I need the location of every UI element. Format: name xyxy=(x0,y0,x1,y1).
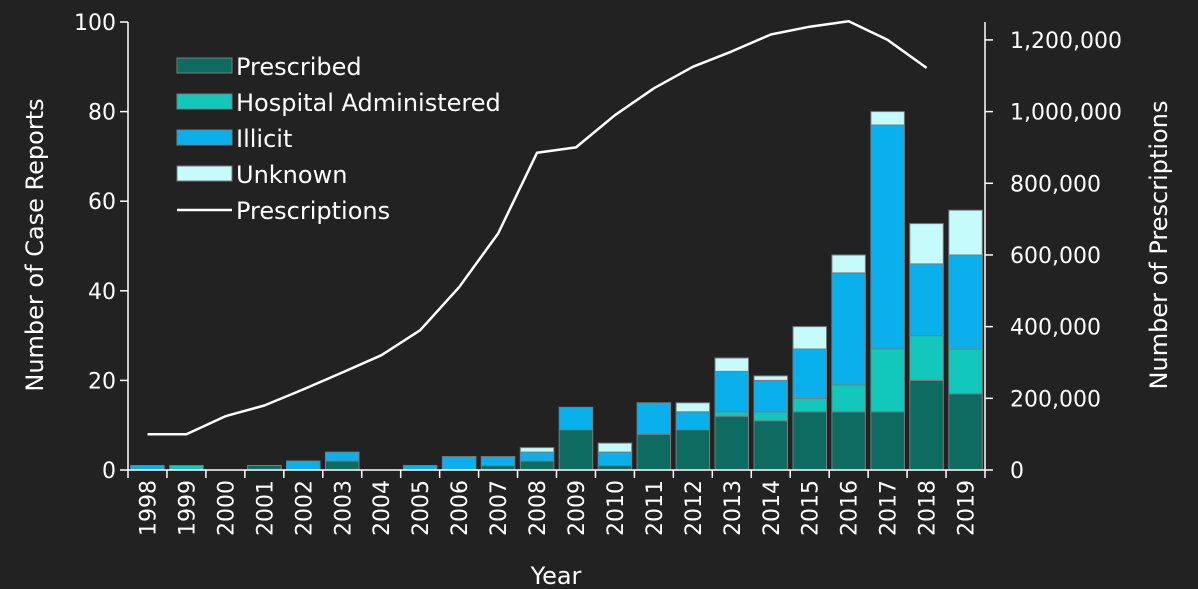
legend-swatch-hospital-administered xyxy=(176,93,233,110)
x-tick-label: 2014 xyxy=(760,480,785,536)
x-tick-label: 2000 xyxy=(214,480,239,536)
legend-label: Prescriptions xyxy=(236,197,390,225)
bar-2007-illicit xyxy=(480,456,516,467)
x-tick-label: 2010 xyxy=(604,480,629,536)
x-tick-label: 2013 xyxy=(721,480,746,536)
bar-2008-illicit xyxy=(519,451,555,462)
bar-2015-hospital-administered xyxy=(792,397,827,413)
y2-tick-label: 1,000,000 xyxy=(1010,101,1122,126)
y2-tick-label: 0 xyxy=(1010,459,1024,484)
bar-2013-prescribed xyxy=(714,415,749,471)
y-tick-label: 100 xyxy=(74,11,116,36)
x-tick-label: 2002 xyxy=(292,480,317,536)
ticks-layer: 0 20 40 60 80 100 0 200,000 400,000 600,000 800,00… xyxy=(74,11,1122,536)
bar-2019-illicit xyxy=(948,254,983,350)
bar-2019-prescribed xyxy=(948,393,983,471)
bars-layer xyxy=(130,111,983,471)
bar-2012-unknown xyxy=(675,402,711,413)
bar-2015-prescribed xyxy=(792,411,827,471)
x-tick-label: 2012 xyxy=(682,480,707,536)
bar-2015-unknown xyxy=(792,326,827,350)
x-tick-label: 2016 xyxy=(838,480,863,536)
bar-2017-unknown xyxy=(870,111,905,126)
x-tick-label: 2006 xyxy=(448,480,473,536)
bar-2008-unknown xyxy=(519,447,555,453)
x-tick-label: 2007 xyxy=(487,480,512,536)
y2-tick-label: 1,200,000 xyxy=(1010,29,1122,54)
bar-2017-hospital-administered xyxy=(870,348,905,413)
x-tick-label: 2009 xyxy=(565,480,590,536)
y-axis-title: Number of Case Reports xyxy=(21,98,49,391)
y-tick-label: 20 xyxy=(88,369,116,394)
x-tick-label: 2015 xyxy=(799,480,824,536)
x-tick-label: 2003 xyxy=(331,480,356,536)
bar-2016-hospital-administered xyxy=(831,384,866,413)
bar-2017-prescribed xyxy=(870,411,905,471)
legend-swatch-unknown xyxy=(176,165,233,182)
bar-2019-unknown xyxy=(948,209,983,256)
legend-swatch-illicit xyxy=(176,129,233,146)
bar-2013-hospital-administered xyxy=(714,411,749,417)
bar-2014-hospital-administered xyxy=(753,411,788,422)
x-tick-label: 2005 xyxy=(409,480,434,536)
x-tick-label: 2004 xyxy=(370,480,395,536)
prescriptions-line xyxy=(147,20,928,436)
bar-2017-illicit xyxy=(870,124,905,350)
bar-2011-prescribed xyxy=(636,433,672,471)
bar-2012-illicit xyxy=(675,411,711,431)
bar-2012-prescribed xyxy=(675,429,711,471)
bar-2018-unknown xyxy=(909,223,944,265)
x-tick-label: 2008 xyxy=(526,480,551,536)
bar-2003-illicit xyxy=(325,451,360,462)
bar-2010-unknown xyxy=(597,442,633,453)
bar-2010-illicit xyxy=(597,451,633,467)
bar-2011-illicit xyxy=(636,402,672,435)
bar-2014-illicit xyxy=(753,379,788,413)
bar-2008-prescribed xyxy=(519,460,555,471)
y2-tick-label: 600,000 xyxy=(1010,244,1101,269)
x-tick-label: 2019 xyxy=(955,480,980,536)
x-axis-title: Year xyxy=(530,562,582,589)
bar-2018-hospital-administered xyxy=(909,335,944,381)
bar-2009-prescribed xyxy=(558,429,594,471)
bar-2016-prescribed xyxy=(831,411,866,471)
line-layer xyxy=(147,20,928,436)
legend-label: Unknown xyxy=(236,161,347,189)
x-tick-label: 2001 xyxy=(253,480,278,536)
bar-2018-prescribed xyxy=(909,379,944,471)
bar-2009-illicit xyxy=(558,406,594,431)
x-tick-label: 1999 xyxy=(175,480,200,536)
bar-2013-unknown xyxy=(714,357,749,372)
x-tick-label: 2018 xyxy=(916,480,941,536)
y-tick-label: 80 xyxy=(88,101,116,126)
bar-2002-illicit xyxy=(286,460,321,471)
x-tick-label: 1998 xyxy=(137,480,162,536)
legend: Prescribed Hospital Administered Illicit Un… xyxy=(176,53,501,225)
bar-2013-illicit xyxy=(714,370,749,413)
y2-axis-title: Number of Prescriptions xyxy=(1145,101,1173,390)
y-tick-label: 0 xyxy=(102,459,116,484)
legend-label: Hospital Administered xyxy=(236,89,501,117)
y2-tick-label: 400,000 xyxy=(1010,316,1101,341)
legend-label: Illicit xyxy=(236,125,292,153)
bar-2016-illicit xyxy=(831,272,866,386)
legend-label: Prescribed xyxy=(236,53,362,81)
x-tick-label: 2011 xyxy=(643,480,668,536)
bar-2014-prescribed xyxy=(753,420,788,471)
bar-2014-unknown xyxy=(753,375,788,381)
y-tick-label: 40 xyxy=(88,280,116,305)
y2-tick-label: 200,000 xyxy=(1010,387,1101,412)
x-tick-label: 2017 xyxy=(877,480,902,536)
bar-2006-illicit xyxy=(441,456,477,471)
bar-2016-unknown xyxy=(831,254,866,274)
y-tick-label: 60 xyxy=(88,190,116,215)
bar-2019-hospital-administered xyxy=(948,348,983,395)
bar-2018-illicit xyxy=(909,263,944,337)
legend-swatch-prescribed xyxy=(176,57,233,74)
bar-2015-illicit xyxy=(792,348,827,399)
y2-tick-label: 800,000 xyxy=(1010,172,1101,197)
bar-2003-prescribed xyxy=(325,460,360,471)
